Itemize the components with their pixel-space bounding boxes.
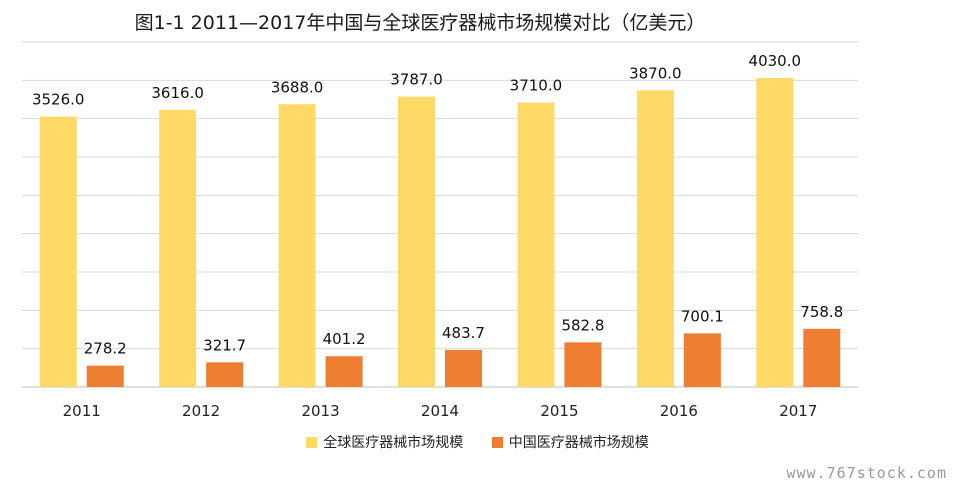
bar-china-2011 <box>86 365 124 387</box>
legend: 全球医疗器械市场规模 中国医疗器械市场规模 <box>0 432 955 452</box>
legend-label-china: 中国医疗器械市场规模 <box>508 435 649 451</box>
data-label-china-2015: 582.8 <box>561 316 604 334</box>
data-label-china-2012: 321.7 <box>203 336 246 354</box>
x-tick-label-2013: 2013 <box>301 402 339 420</box>
bar-global-2013 <box>278 104 316 388</box>
data-label-global-2016: 3870.0 <box>629 64 682 82</box>
watermark: www.767stock.com <box>786 464 947 482</box>
bar-global-2014 <box>398 96 435 387</box>
data-label-global-2012: 3616.0 <box>151 84 204 102</box>
chart-title: 图1-1 2011—2017年中国与全球医疗器械市场规模对比（亿美元） <box>134 12 706 34</box>
legend-item-china: 中国医疗器械市场规模 <box>491 432 649 452</box>
bar-china-2016 <box>683 333 721 387</box>
bars <box>39 78 841 388</box>
x-tick-label-2011: 2011 <box>63 402 101 420</box>
data-label-china-2013: 401.2 <box>323 330 366 348</box>
x-tick-label-2017: 2017 <box>779 402 817 420</box>
data-label-global-2011: 3526.0 <box>32 91 85 109</box>
bar-global-2011 <box>39 116 77 387</box>
legend-swatch-china <box>491 437 503 448</box>
data-label-global-2015: 3710.0 <box>510 77 563 95</box>
data-label-china-2017: 758.8 <box>800 303 843 321</box>
x-tick-label-2016: 2016 <box>660 402 698 420</box>
bar-china-2012 <box>206 362 244 387</box>
gridlines <box>22 41 858 388</box>
x-tick-label-2012: 2012 <box>182 402 220 420</box>
data-label-global-2017: 4030.0 <box>749 52 802 70</box>
legend-swatch-global <box>306 437 318 448</box>
x-tick-label-2014: 2014 <box>421 402 459 420</box>
bar-china-2015 <box>564 342 602 387</box>
x-axis-ticks: 2011 2012 2013 2014 2015 2016 2017 <box>63 402 818 420</box>
bar-china-2017 <box>803 328 841 387</box>
legend-item-global: 全球医疗器械市场规模 <box>306 432 463 452</box>
bar-china-2013 <box>325 356 363 387</box>
bar-china-2014 <box>445 349 482 387</box>
data-label-china-2016: 700.1 <box>681 307 724 325</box>
bar-global-2012 <box>159 109 197 388</box>
bar-global-2017 <box>756 78 794 388</box>
bar-global-2015 <box>517 102 555 388</box>
data-label-china-2014: 483.7 <box>442 324 485 342</box>
bar-global-2016 <box>636 90 674 388</box>
data-labels: 3526.0 278.2 3616.0 321.7 3688.0 401.2 3787.0 4… <box>32 52 843 358</box>
legend-label-global: 全球医疗器械市场规模 <box>323 435 464 451</box>
x-tick-label-2015: 2015 <box>540 402 578 420</box>
data-label-global-2014: 3787.0 <box>390 71 443 89</box>
data-label-global-2013: 3688.0 <box>271 78 324 96</box>
data-label-china-2011: 278.2 <box>84 340 127 358</box>
